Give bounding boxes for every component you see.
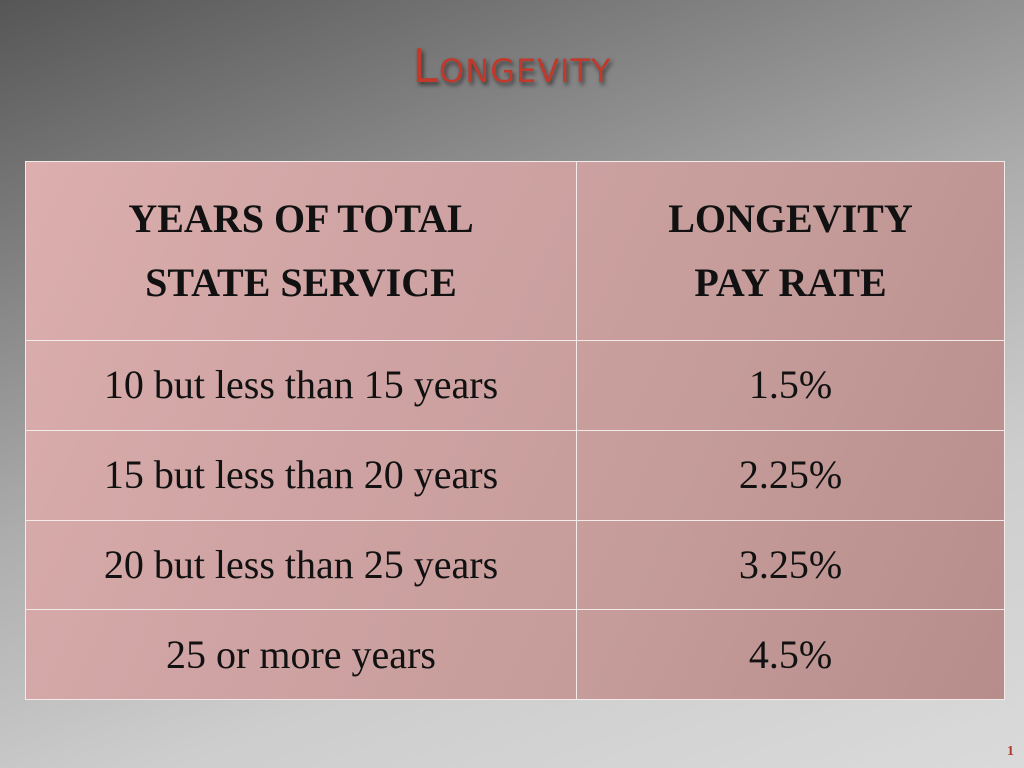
header-line: STATE SERVICE (145, 260, 457, 305)
longevity-table-container: YEARS OF TOTAL STATE SERVICE LONGEVITY P… (25, 161, 1005, 700)
cell-years: 25 or more years (25, 609, 577, 700)
table-row: 20 but less than 25 years 3.25% (25, 519, 1005, 611)
table-row: 10 but less than 15 years 1.5% (25, 340, 1005, 431)
cell-pay-rate: 1.5% (576, 340, 1005, 431)
header-longevity-pay-rate: LONGEVITY PAY RATE (576, 161, 1005, 341)
slide-title: Longevity (412, 39, 612, 93)
cell-years: 10 but less than 15 years (25, 340, 577, 431)
header-line: PAY RATE (694, 260, 887, 305)
table-header-row: YEARS OF TOTAL STATE SERVICE LONGEVITY P… (25, 161, 1005, 341)
cell-pay-rate: 4.5% (576, 609, 1005, 700)
header-line: LONGEVITY (668, 196, 913, 241)
cell-pay-rate: 2.25% (576, 429, 1005, 521)
header-years-of-service: YEARS OF TOTAL STATE SERVICE (25, 161, 577, 341)
table-row: 25 or more years 4.5% (25, 609, 1005, 700)
header-line: YEARS OF TOTAL (128, 196, 474, 241)
table-row: 15 but less than 20 years 2.25% (25, 429, 1005, 521)
cell-pay-rate: 3.25% (576, 519, 1005, 611)
longevity-pay-table: YEARS OF TOTAL STATE SERVICE LONGEVITY P… (25, 161, 1005, 700)
page-number: 1 (1007, 744, 1014, 759)
cell-years: 15 but less than 20 years (25, 429, 577, 521)
cell-years: 20 but less than 25 years (25, 519, 577, 611)
